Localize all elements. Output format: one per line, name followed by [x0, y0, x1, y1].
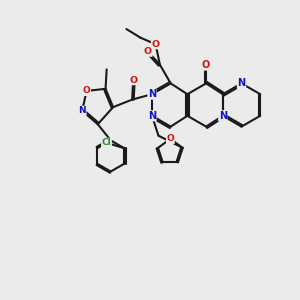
Text: N: N [237, 78, 246, 88]
Text: O: O [83, 86, 90, 95]
Text: N: N [148, 89, 156, 99]
Text: O: O [144, 47, 152, 56]
Text: O: O [129, 76, 137, 85]
Text: O: O [152, 40, 160, 49]
Text: O: O [167, 134, 174, 143]
Text: N: N [148, 111, 156, 121]
Text: Cl: Cl [102, 138, 111, 147]
Text: N: N [78, 106, 86, 115]
Text: O: O [202, 60, 210, 70]
Text: N: N [219, 111, 227, 121]
